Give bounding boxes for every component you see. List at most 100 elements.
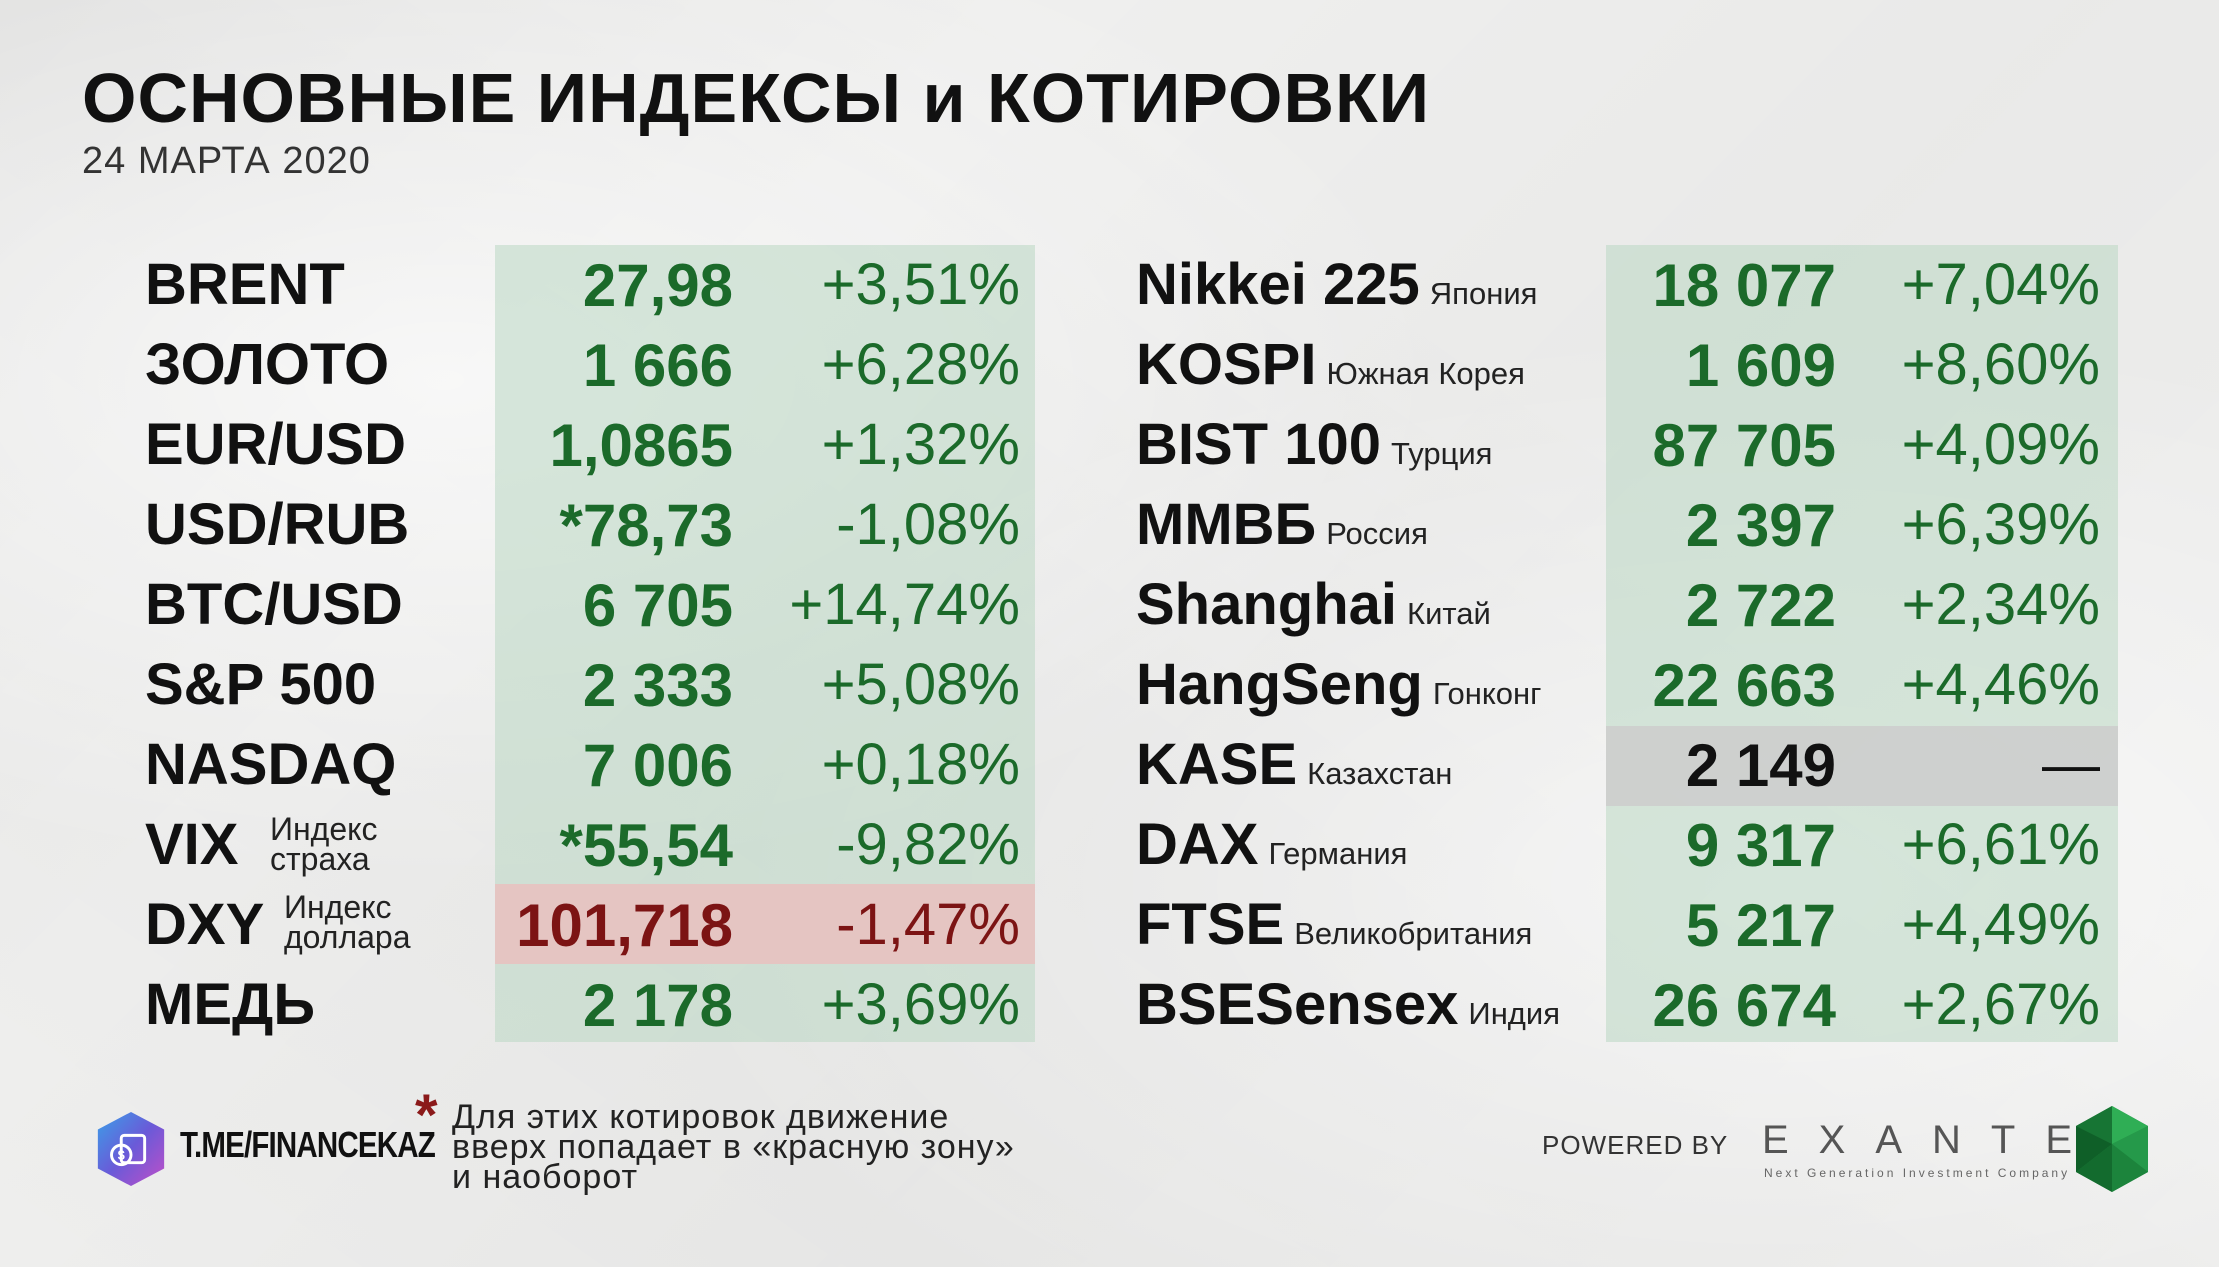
left-row-change: +0,18% bbox=[821, 732, 1020, 797]
footnote-line2: вверх попадает в «красную зону» bbox=[452, 1128, 1015, 1166]
index-country: Гонконг bbox=[1432, 676, 1542, 711]
index-country: Китай bbox=[1407, 596, 1491, 631]
left-row-change: -1,47% bbox=[836, 892, 1020, 957]
left-row-value: 27,98 bbox=[582, 252, 733, 319]
right-row-change: +4,49% bbox=[1901, 892, 2100, 957]
left-row-value: 7 006 bbox=[582, 732, 733, 799]
right-row-value: 26 674 bbox=[1652, 972, 1836, 1039]
index-country: Южная Корея bbox=[1326, 356, 1525, 391]
left-row-change: +1,32% bbox=[821, 412, 1020, 477]
left-row-name: EUR/USD bbox=[145, 412, 407, 477]
right-row-change: +4,09% bbox=[1901, 412, 2100, 477]
index-name: ММВБ bbox=[1136, 492, 1317, 557]
index-country: Япония bbox=[1429, 276, 1538, 311]
left-row-name: BRENT bbox=[145, 252, 345, 317]
index-country: Турция bbox=[1391, 436, 1493, 471]
left-row-name: ЗОЛОТО bbox=[145, 332, 390, 397]
channel-link[interactable]: T.ME/FINANCEKAZ bbox=[180, 1124, 436, 1165]
right-row-name: BSESensex Индия bbox=[1136, 976, 1560, 1034]
left-row-value: *55,54 bbox=[559, 812, 734, 879]
left-row-name: BTC/USD bbox=[145, 572, 403, 637]
right-row-name: KOSPI Южная Корея bbox=[1136, 336, 1525, 394]
right-row-value: 5 217 bbox=[1685, 892, 1836, 959]
vix-subtitle-line1: Индекс bbox=[270, 811, 378, 847]
left-row-name: МЕДЬ bbox=[145, 972, 316, 1037]
left-row-name: VIX bbox=[145, 812, 239, 877]
right-row-value: 1 609 bbox=[1685, 332, 1836, 399]
exante-tagline: Next Generation Investment Company bbox=[1764, 1166, 2071, 1180]
footnote-line1: Для этих котировок движение bbox=[452, 1098, 950, 1136]
right-row-value: 87 705 bbox=[1652, 412, 1836, 479]
index-name: HangSeng bbox=[1136, 652, 1423, 717]
right-row-name: DAX Германия bbox=[1136, 816, 1407, 874]
powered-by-label: POWERED BY bbox=[1542, 1130, 1729, 1160]
left-row-value: 1 666 bbox=[582, 332, 733, 399]
right-row-name: ММВБ Россия bbox=[1136, 496, 1428, 554]
right-row-name: Shanghai Китай bbox=[1136, 576, 1491, 634]
index-country: Великобритания bbox=[1294, 916, 1533, 951]
left-row-change: -1,08% bbox=[836, 492, 1020, 557]
right-row-value: 2 397 bbox=[1685, 492, 1836, 559]
right-row-change: +4,46% bbox=[1901, 652, 2100, 717]
index-country: Германия bbox=[1268, 836, 1408, 871]
page-date: 24 МАРТА 2020 bbox=[82, 140, 371, 182]
right-row-value: 9 317 bbox=[1685, 812, 1836, 879]
right-row-change: +6,61% bbox=[1901, 812, 2100, 877]
index-name: FTSE bbox=[1136, 892, 1285, 957]
right-row-value: 22 663 bbox=[1652, 652, 1836, 719]
index-name: Shanghai bbox=[1136, 572, 1398, 637]
right-values-panel bbox=[1606, 245, 2118, 1042]
left-row-value: *78,73 bbox=[559, 492, 734, 559]
right-row-name: Nikkei 225 Япония bbox=[1136, 256, 1537, 314]
footnote-asterisk: * bbox=[415, 1083, 438, 1148]
left-row-value: 1,0865 bbox=[549, 412, 733, 479]
right-row-change: +7,04% bbox=[1901, 252, 2100, 317]
footnote-line3: и наоборот bbox=[452, 1158, 639, 1196]
left-row-change: -9,82% bbox=[836, 812, 1020, 877]
right-row-value: 2 722 bbox=[1685, 572, 1836, 639]
left-row-value: 6 705 bbox=[582, 572, 733, 639]
right-row-change: +6,39% bbox=[1901, 492, 2100, 557]
left-row-change: +6,28% bbox=[821, 332, 1020, 397]
left-row-value: 2 178 bbox=[582, 972, 733, 1039]
dxy-row-highlight bbox=[495, 884, 1035, 964]
left-row-name: USD/RUB bbox=[145, 492, 410, 557]
left-row-change: +14,74% bbox=[789, 572, 1020, 637]
index-country: Казахстан bbox=[1307, 756, 1453, 791]
svg-text:$: $ bbox=[118, 1149, 125, 1163]
right-row-change: +2,67% bbox=[1901, 972, 2100, 1037]
dxy-subtitle-line2: доллара bbox=[284, 919, 411, 955]
index-name: BSESensex bbox=[1136, 972, 1459, 1037]
left-row-value: 2 333 bbox=[582, 652, 733, 719]
right-row-name: HangSeng Гонконг bbox=[1136, 656, 1541, 714]
right-row-name: BIST 100 Турция bbox=[1136, 416, 1492, 474]
dxy-subtitle-line1: Индекс bbox=[284, 889, 392, 925]
finance-kaz-logo-icon[interactable]: $ bbox=[92, 1110, 170, 1188]
right-row-change: +2,34% bbox=[1901, 572, 2100, 637]
exante-logo-text: EXANTE bbox=[1762, 1118, 2103, 1162]
index-country: Россия bbox=[1326, 516, 1428, 551]
index-name: BIST 100 bbox=[1136, 412, 1381, 477]
index-country: Индия bbox=[1468, 996, 1560, 1031]
left-row-change: +5,08% bbox=[821, 652, 1020, 717]
index-name: KASE bbox=[1136, 732, 1298, 797]
left-row-change: +3,51% bbox=[821, 252, 1020, 317]
left-row-name: S&P 500 bbox=[145, 652, 377, 717]
footnote-text: Для этих котировок движение вверх попада… bbox=[452, 1098, 1015, 1196]
index-name: DAX bbox=[1136, 812, 1259, 877]
right-row-name: FTSE Великобритания bbox=[1136, 896, 1532, 954]
right-row-change: +8,60% bbox=[1901, 332, 2100, 397]
left-row-change: +3,69% bbox=[821, 972, 1020, 1037]
right-row-value: 18 077 bbox=[1652, 252, 1836, 319]
vix-subtitle-line2: страха bbox=[270, 841, 370, 877]
right-row-name: KASE Казахстан bbox=[1136, 736, 1452, 794]
exante-gem-icon bbox=[2076, 1106, 2148, 1192]
right-row-change: — bbox=[2042, 732, 2100, 797]
kase-row-highlight bbox=[1606, 726, 2118, 806]
left-row-name: NASDAQ bbox=[145, 732, 397, 797]
index-name: KOSPI bbox=[1136, 332, 1317, 397]
page-title: ОСНОВНЫЕ ИНДЕКСЫ и КОТИРОВКИ bbox=[82, 59, 1431, 137]
left-row-value: 101,718 bbox=[516, 892, 733, 959]
right-row-value: 2 149 bbox=[1685, 732, 1836, 799]
left-row-name: DXY bbox=[145, 892, 265, 957]
